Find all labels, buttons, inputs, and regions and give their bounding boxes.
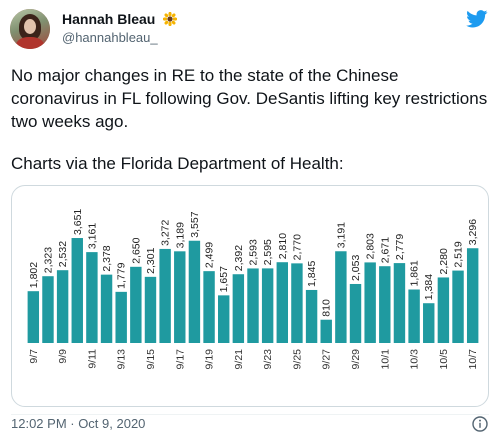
bar-9-15 <box>144 276 157 343</box>
bar-9-7 <box>27 291 40 343</box>
bar-10-1 <box>379 266 391 343</box>
value-label: 1,779 <box>116 262 128 288</box>
value-label: 2,803 <box>365 233 377 259</box>
value-label: 2,770 <box>291 234 303 260</box>
x-tick-label: 10/7 <box>467 349 479 370</box>
bar-9-12 <box>100 274 113 343</box>
bar-9-28 <box>335 251 347 343</box>
bar-9-10 <box>71 238 83 343</box>
value-label: 2,779 <box>394 234 406 260</box>
value-label: 3,191 <box>335 222 347 248</box>
x-tick-label: 10/1 <box>379 349 391 370</box>
x-tick-label: 9/21 <box>233 349 245 370</box>
tweet-text: No major changes in RE to the state of t… <box>11 66 488 131</box>
value-label: 2,378 <box>101 245 113 271</box>
value-label: 1,802 <box>28 262 40 288</box>
x-tick-label: 9/13 <box>116 349 128 370</box>
x-tick-label: 9/27 <box>321 349 333 370</box>
twitter-bird-icon[interactable] <box>466 10 488 28</box>
bar-9-14 <box>130 266 142 343</box>
author-handle[interactable]: @hannahbleau_ <box>62 30 158 45</box>
bar-10-4 <box>423 303 435 343</box>
x-tick-label: 9/7 <box>28 349 40 364</box>
chart-image[interactable]: 1,802 9/7 2,323 2,532 9/9 3,651 3,161 9/11 2,378… <box>11 185 489 407</box>
sunflower-icon <box>163 12 178 26</box>
bar-9-29 <box>349 283 362 343</box>
bar-9-11 <box>86 252 98 343</box>
x-tick-label: 9/29 <box>350 349 362 370</box>
value-label: 2,519 <box>453 241 465 267</box>
bar-9-8 <box>42 276 54 343</box>
value-label: 2,323 <box>42 247 54 273</box>
value-label: 2,671 <box>379 237 391 263</box>
value-label: 2,301 <box>145 247 157 273</box>
value-label: 2,499 <box>204 242 216 268</box>
avatar[interactable] <box>10 9 50 49</box>
x-tick-label: 10/5 <box>438 349 450 370</box>
value-label: 2,650 <box>130 237 142 263</box>
value-label: 2,810 <box>277 233 289 259</box>
charts-caption: Charts via the Florida Department of Hea… <box>11 154 344 173</box>
bar-10-5 <box>437 277 450 343</box>
bar-9-26 <box>305 289 318 343</box>
bar-9-21 <box>232 274 245 343</box>
value-label: 3,161 <box>86 223 98 249</box>
x-tick-label: 9/17 <box>174 349 186 370</box>
bar-10-3 <box>408 289 420 343</box>
x-tick-label: 9/11 <box>86 349 98 369</box>
bar-9-23 <box>261 268 274 343</box>
value-label: 1,845 <box>306 261 318 287</box>
x-tick-label: 9/15 <box>145 349 157 370</box>
bar-9-16 <box>159 248 171 343</box>
bar-9-17 <box>174 251 186 343</box>
bar-9-18 <box>188 240 201 343</box>
value-label: 2,593 <box>248 239 260 265</box>
bar-10-7 <box>466 248 479 343</box>
value-label: 1,861 <box>409 260 421 286</box>
value-label: 3,296 <box>467 219 479 245</box>
x-tick-label: 9/23 <box>262 349 274 370</box>
author-name[interactable]: Hannah Bleau <box>62 11 178 27</box>
bar-9-27 <box>320 319 332 343</box>
value-label: 2,392 <box>233 245 245 271</box>
x-tick-label: 10/3 <box>409 349 421 370</box>
bar-10-2 <box>393 263 406 343</box>
bar-9-22 <box>247 268 259 343</box>
divider <box>11 414 489 415</box>
value-label: 1,657 <box>218 266 230 292</box>
value-label: 3,189 <box>174 222 186 248</box>
x-tick-label: 9/19 <box>204 349 216 370</box>
tweet-timestamp[interactable]: 12:02 PM · Oct 9, 2020 <box>11 416 146 431</box>
bar-9-25 <box>291 263 303 343</box>
value-label: 2,532 <box>57 241 69 267</box>
bar-9-13 <box>115 291 127 343</box>
value-label: 810 <box>321 299 333 317</box>
value-label: 3,272 <box>160 219 172 245</box>
bar-10-6 <box>452 270 464 343</box>
bar-9-24 <box>276 262 288 343</box>
bar-9-9 <box>56 270 69 343</box>
bar-9-20 <box>218 295 230 343</box>
value-label: 1,384 <box>423 274 435 300</box>
value-label: 3,651 <box>72 209 84 235</box>
info-icon[interactable] <box>472 416 488 432</box>
bar-9-30 <box>364 262 376 343</box>
value-label: 2,280 <box>438 248 450 274</box>
author-name-text[interactable]: Hannah Bleau <box>62 11 156 27</box>
value-label: 2,595 <box>262 239 274 265</box>
value-label: 3,557 <box>189 211 201 237</box>
x-tick-label: 9/9 <box>57 349 69 364</box>
x-tick-label: 9/25 <box>291 349 303 370</box>
value-label: 2,053 <box>350 255 362 281</box>
bar-9-19 <box>203 271 215 343</box>
